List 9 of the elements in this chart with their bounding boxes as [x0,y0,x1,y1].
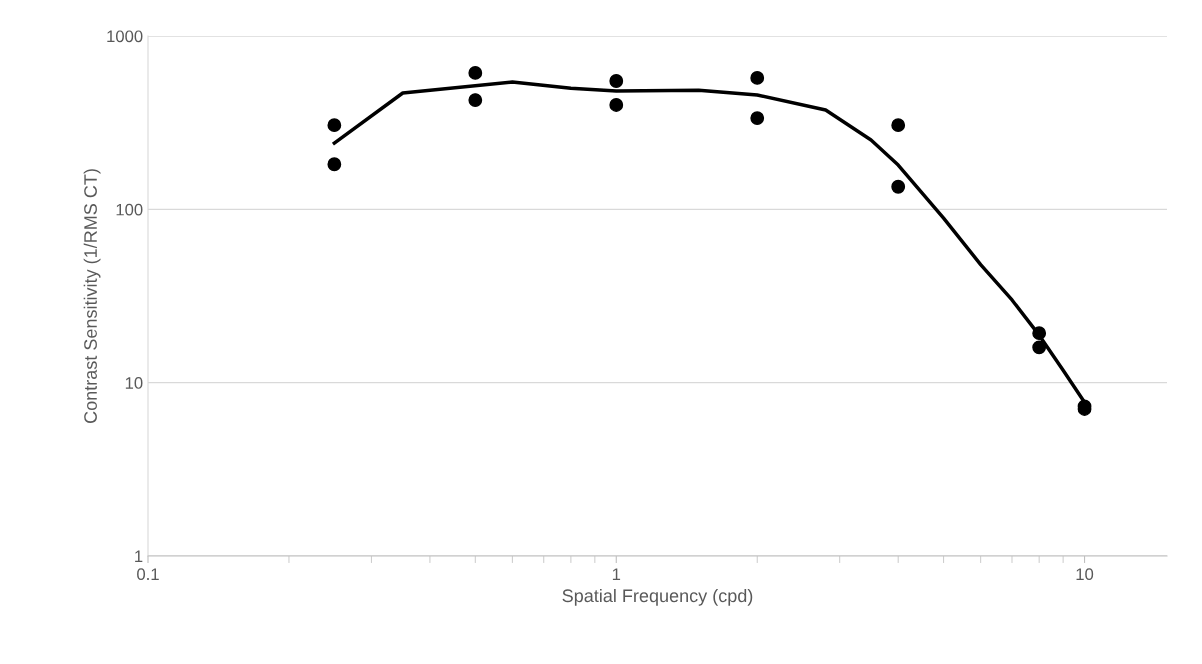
y-tick-label: 1 [135,550,143,563]
y-tick-label: 10 [125,377,143,389]
x-axis-title: Spatial Frequency (cpd) [562,588,753,606]
y-tick-label: 100 [116,203,143,216]
x-tick-label: 1 [612,568,621,580]
y-tick-label: 1000 [107,30,143,43]
y-axis-title: Contrast Sensitivity (1/RMS CT) [83,169,101,423]
x-tick-label: 10 [1076,568,1094,581]
x-tick-label: 0.1 [137,568,159,581]
